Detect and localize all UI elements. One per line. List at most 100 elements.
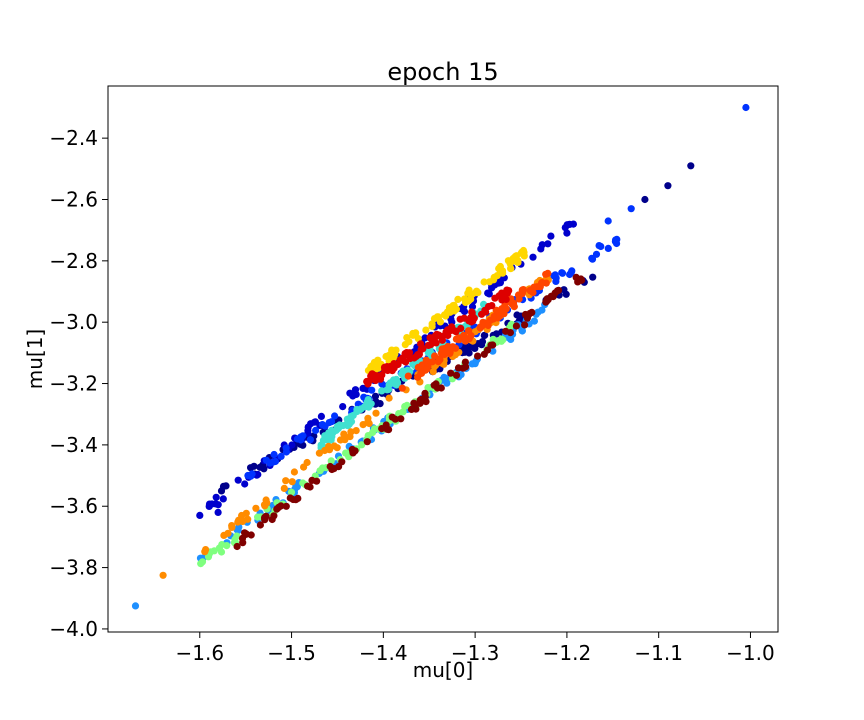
scatter-point — [470, 314, 478, 322]
chart-title: epoch 15 — [387, 58, 498, 86]
scatter-point — [536, 283, 544, 291]
scatter-point — [438, 345, 446, 353]
scatter-point — [480, 350, 488, 358]
scatter-point — [364, 380, 372, 388]
scatter-point — [742, 103, 750, 112]
scatter-point — [481, 331, 489, 339]
scatter-point — [352, 427, 360, 435]
scatter-point — [449, 343, 457, 351]
scatter-point — [390, 364, 398, 372]
scatter-point — [349, 448, 357, 456]
scatter-point — [321, 422, 329, 430]
scatter-point — [589, 273, 597, 281]
scatter-point — [220, 531, 228, 540]
scatter-point — [315, 449, 323, 457]
scatter-point — [242, 509, 250, 517]
scatter-point — [389, 376, 398, 384]
scatter-point — [555, 286, 563, 294]
scatter-point — [562, 290, 570, 298]
scatter-point — [460, 331, 468, 339]
scatter-point — [378, 425, 386, 433]
x-axis-label: mu[0] — [413, 658, 474, 682]
scatter-point — [521, 310, 530, 319]
scatter-point — [347, 412, 355, 420]
scatter-point — [370, 425, 379, 433]
scatter-point — [275, 503, 283, 511]
scatter-point — [290, 468, 298, 476]
scatter-point — [468, 308, 476, 316]
scatter-point — [424, 341, 432, 349]
scatter-point — [244, 471, 252, 480]
scatter-point — [447, 315, 455, 323]
scatter-point — [368, 386, 376, 394]
scatter-point — [339, 403, 347, 411]
scatter-point — [465, 327, 473, 335]
scatter-point — [498, 335, 506, 343]
scatter-point — [484, 302, 493, 311]
scatter-point — [261, 513, 269, 522]
plot-frame — [107, 85, 779, 633]
scatter-point — [334, 424, 342, 433]
scatter-point — [234, 518, 242, 526]
scatter-point — [505, 287, 513, 295]
scatter-point — [517, 249, 525, 257]
scatter-point — [509, 254, 517, 263]
scatter-point — [217, 487, 226, 495]
scatter-point — [445, 304, 454, 312]
scatter-point — [242, 530, 250, 538]
scatter-point — [498, 269, 506, 277]
scatter-point — [507, 265, 515, 273]
scatter-point — [223, 542, 231, 550]
scatter-point — [407, 405, 416, 413]
scatter-point — [385, 394, 393, 402]
scatter-point — [392, 346, 400, 354]
scatter-point — [327, 457, 335, 465]
scatter-point — [197, 560, 205, 568]
scatter-point — [349, 392, 357, 400]
scatter-point — [280, 484, 288, 492]
y-tick-label: −3.0 — [49, 310, 98, 334]
x-tick-label: −1.4 — [359, 641, 408, 665]
scatter-point — [241, 480, 249, 488]
scatter-point — [442, 312, 450, 320]
scatter-point — [436, 356, 444, 364]
scatter-point — [558, 269, 567, 277]
scatter-point — [452, 371, 461, 379]
scatter-point — [448, 323, 456, 331]
scatter-point — [260, 501, 269, 509]
scatter-point — [487, 341, 495, 349]
scatter-point — [269, 458, 277, 466]
scatter-point — [333, 444, 341, 452]
scatter-point — [306, 483, 314, 491]
y-tick-label: −3.2 — [49, 372, 98, 396]
scatter-point — [510, 302, 518, 311]
scatter-point — [433, 330, 441, 338]
scatter-point — [250, 462, 258, 470]
scatter-point — [254, 513, 262, 521]
scatter-point — [515, 295, 523, 303]
scatter-point — [342, 449, 350, 457]
scatter-point — [484, 289, 492, 297]
scatter-point — [306, 436, 314, 444]
scatter-point — [326, 462, 334, 471]
scatter-point — [432, 380, 440, 388]
scatter-point — [388, 413, 396, 421]
scatter-point — [233, 532, 241, 540]
scatter-point — [528, 308, 536, 316]
scatter-point — [252, 504, 260, 512]
x-tick-label: −1.0 — [726, 641, 775, 665]
scatter-point — [398, 384, 406, 392]
scatter-point — [202, 546, 210, 554]
scatter-point — [205, 500, 214, 508]
scatter-point — [282, 502, 290, 510]
scatter-point — [507, 335, 515, 343]
scatter-point — [282, 444, 290, 452]
scatter-point — [317, 412, 325, 420]
scatter-point — [447, 369, 455, 377]
scatter-point — [277, 452, 285, 460]
scatter-point — [563, 229, 571, 237]
scatter-point — [131, 602, 140, 610]
scatter-point — [484, 321, 492, 330]
scatter-point — [521, 321, 529, 329]
scatter-point — [304, 423, 312, 431]
